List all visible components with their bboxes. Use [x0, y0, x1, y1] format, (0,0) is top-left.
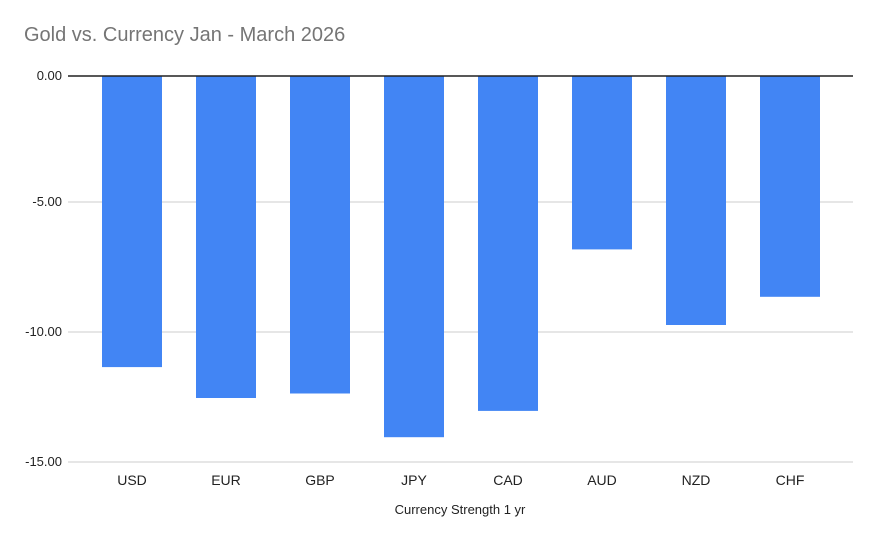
svg-text:CHF: CHF: [776, 472, 805, 488]
svg-text:CAD: CAD: [493, 472, 523, 488]
svg-text:NZD: NZD: [682, 472, 711, 488]
svg-text:USD: USD: [117, 472, 147, 488]
svg-text:EUR: EUR: [211, 472, 241, 488]
svg-text:GBP: GBP: [305, 472, 335, 488]
svg-text:-15.00: -15.00: [25, 454, 62, 469]
svg-text:-10.00: -10.00: [25, 324, 62, 339]
svg-text:-5.00: -5.00: [32, 194, 62, 209]
svg-text:0.00: 0.00: [37, 68, 62, 83]
svg-text:AUD: AUD: [587, 472, 617, 488]
svg-text:Currency Strength 1 yr: Currency Strength 1 yr: [395, 502, 526, 517]
svg-text:JPY: JPY: [401, 472, 427, 488]
